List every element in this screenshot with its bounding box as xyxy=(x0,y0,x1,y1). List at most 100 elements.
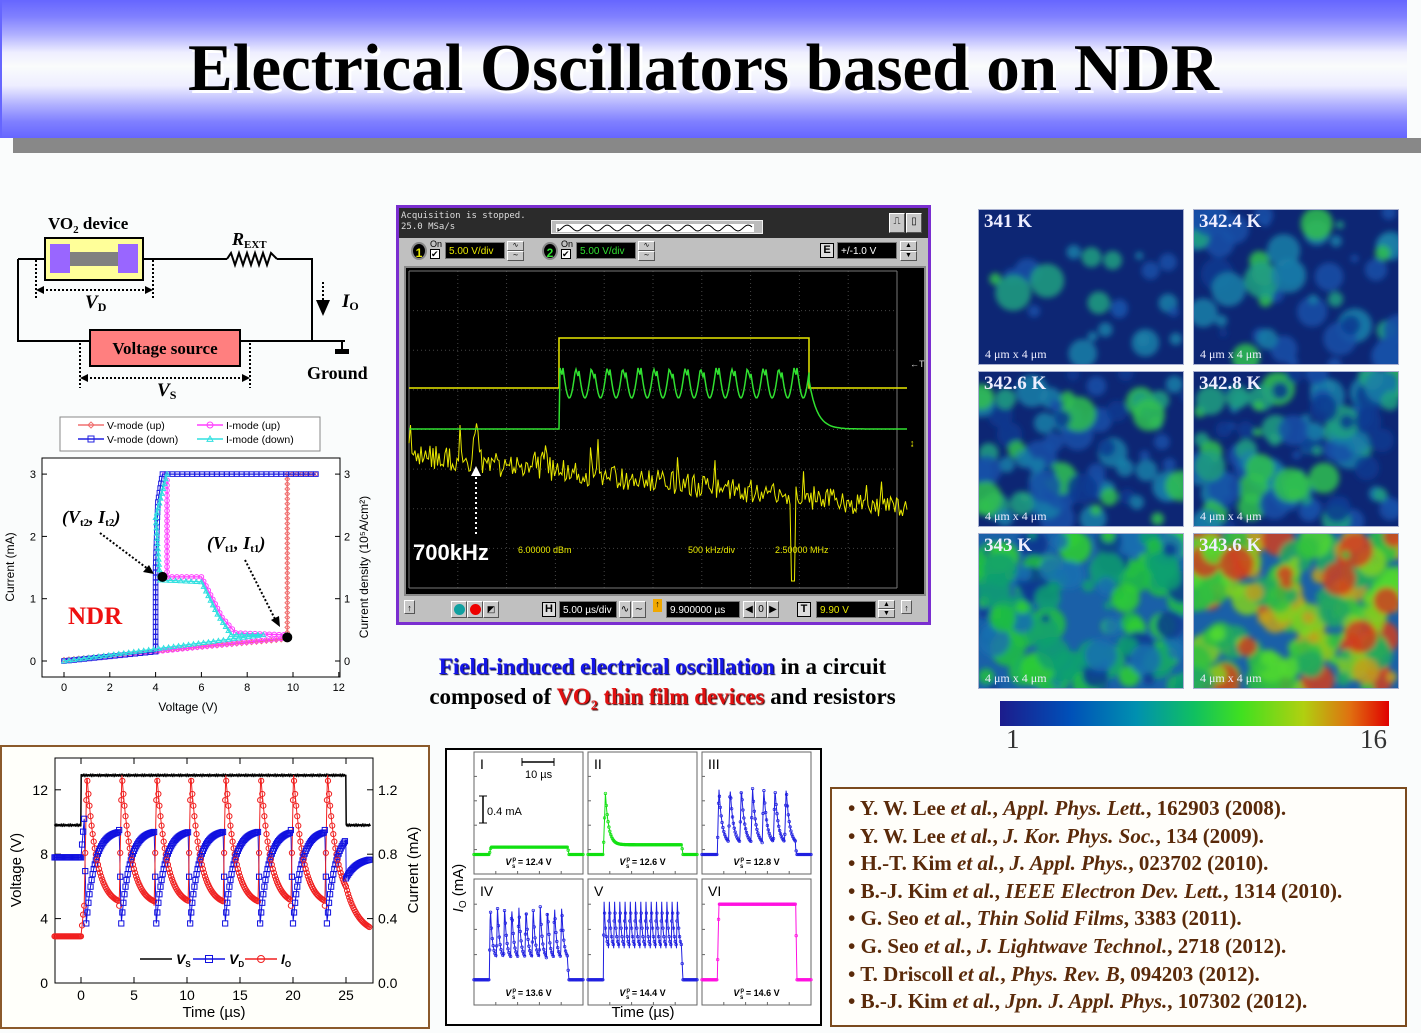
triangle-marker xyxy=(240,634,247,640)
trace-marker xyxy=(651,935,656,939)
trace-marker xyxy=(661,926,665,930)
delay-zero-button[interactable]: 0 xyxy=(755,601,767,618)
circle-marker xyxy=(168,873,175,880)
horizontal-button[interactable]: H xyxy=(542,602,556,617)
trace-marker xyxy=(614,926,618,930)
domain-blob xyxy=(1290,556,1300,566)
e-value-field[interactable]: +/-1.0 V xyxy=(837,242,897,259)
vd-label: VD xyxy=(85,292,107,314)
circle-marker xyxy=(117,849,124,857)
channel-2-scale[interactable]: 5.00 V/div xyxy=(576,242,636,259)
scroll-up-icon[interactable]: ↑ xyxy=(901,600,912,614)
square-marker xyxy=(152,873,159,880)
trace-marker xyxy=(743,822,747,826)
run-button[interactable] xyxy=(451,601,467,618)
trace-marker xyxy=(772,807,777,812)
electrode-right xyxy=(118,244,138,273)
square-marker xyxy=(191,883,198,890)
fine-button[interactable]: ∿ xyxy=(619,601,631,618)
decrement-button[interactable]: ▼ xyxy=(900,251,917,261)
trace-marker xyxy=(506,947,510,951)
e-button[interactable]: E xyxy=(820,243,834,258)
caption-line-2: composed of VO2 thin film devices and re… xyxy=(395,682,930,722)
channel-2-on-toggle[interactable]: On ✔ xyxy=(561,240,573,259)
ch2-coupling-dc-button[interactable]: ∼ xyxy=(638,251,655,261)
legend: V-mode (up) I-mode (up) V-mode (down) I-mod… xyxy=(78,420,294,446)
trigger-down-button[interactable]: ▼ xyxy=(878,609,895,618)
trace-marker xyxy=(636,939,641,944)
square-marker xyxy=(290,909,298,916)
trace-marker xyxy=(544,956,549,960)
trace-marker xyxy=(771,836,776,841)
iv-chart: V-mode (up) I-mode (up) V-mode (down) I-mod… xyxy=(3,416,371,714)
scroll-up-icon[interactable]: ↑ xyxy=(404,600,415,614)
trigger-button[interactable]: T xyxy=(797,602,811,617)
trace-marker xyxy=(809,852,813,857)
trigger-level-field[interactable]: 9.90 V xyxy=(816,601,876,618)
triangle-marker xyxy=(172,577,179,584)
vs-peak-label: Vp s = 12.8 V xyxy=(733,857,779,870)
waveform-overview[interactable] xyxy=(551,220,763,234)
reference-author: • G. Seo xyxy=(848,933,925,958)
domain-blob xyxy=(1016,565,1032,582)
domain-blob xyxy=(1049,399,1062,412)
delay-right-button[interactable]: ▶ xyxy=(767,601,779,618)
stop-button[interactable] xyxy=(467,601,483,618)
y-tick-label: 0 xyxy=(40,975,48,991)
trigger-up-button[interactable]: ▲ xyxy=(878,600,895,609)
reference-separator: , xyxy=(966,906,977,931)
timebase-field[interactable]: 5.00 µs/div xyxy=(559,601,617,618)
trace-marker xyxy=(602,816,607,820)
trace-marker xyxy=(536,953,541,958)
diamond-marker xyxy=(284,535,291,542)
domain-blob xyxy=(1142,672,1156,685)
coarse-button[interactable]: ∼ xyxy=(632,601,646,618)
axes: 0 5 10 15 20 25 0 0.0 4 0.4 8 0.8 12 1.2 xyxy=(32,758,398,1003)
domain-blob xyxy=(1194,210,1224,237)
checkbox-checked-icon[interactable]: ✔ xyxy=(430,249,440,259)
ch1-coupling-dc-button[interactable]: ∼ xyxy=(507,251,524,261)
trace-marker xyxy=(663,939,667,944)
ch1-coupling-ac-button[interactable]: ∿ xyxy=(507,241,524,251)
square-marker xyxy=(190,891,197,898)
delay-left-button[interactable]: ◀ xyxy=(743,601,755,618)
circle-marker xyxy=(302,865,309,873)
square-marker xyxy=(288,873,296,880)
trace-marker xyxy=(715,852,719,857)
circle-marker xyxy=(122,813,129,820)
trace-marker xyxy=(654,919,658,923)
trace-marker xyxy=(519,939,523,943)
circle-marker xyxy=(98,873,105,880)
channel-1-on-toggle[interactable]: On ✔ xyxy=(430,240,442,259)
run-mode-button[interactable]: ⎍ xyxy=(889,213,905,233)
channel-1-scale[interactable]: 5.00 V/div xyxy=(445,242,505,259)
circle-marker xyxy=(201,873,209,880)
circle-marker xyxy=(342,883,350,890)
reference-item: • H.-T. Kim et al., J. Appl. Phys., 0237… xyxy=(848,850,1405,878)
trace-marker xyxy=(634,911,638,915)
square-marker xyxy=(87,435,95,443)
rext-label: REXT xyxy=(231,229,267,251)
trace-marker xyxy=(618,911,622,915)
trace-marker xyxy=(718,805,722,810)
oscilloscope-screenshot: Acquisition is stopped. 25.0 MSa/s ⎍ ▯ 1… xyxy=(396,205,931,625)
circle-marker xyxy=(286,896,293,903)
circle-marker xyxy=(200,869,208,876)
increment-button[interactable]: ▲ xyxy=(900,241,917,251)
single-button[interactable]: ◩ xyxy=(483,601,499,618)
square-marker xyxy=(82,868,89,875)
peak-frequency-label: 700kHz xyxy=(413,540,489,565)
domain-blob xyxy=(1219,214,1250,244)
figure-caption: Field-induced electrical oscillation in … xyxy=(395,652,930,722)
square-marker xyxy=(262,876,269,884)
circle-marker xyxy=(285,895,292,902)
diamond-marker xyxy=(284,555,291,562)
trace-marker xyxy=(788,825,792,829)
ch2-coupling-ac-button[interactable]: ∿ xyxy=(638,241,655,251)
diamond-marker xyxy=(284,574,291,581)
channel-1-indicator[interactable]: 1 xyxy=(411,242,427,260)
delay-field[interactable]: 9.900000 µs xyxy=(666,601,740,618)
mouse-mode-button[interactable]: ▯ xyxy=(906,213,922,233)
checkbox-checked-icon[interactable]: ✔ xyxy=(561,249,571,259)
channel-2-indicator[interactable]: 2 xyxy=(542,242,558,260)
